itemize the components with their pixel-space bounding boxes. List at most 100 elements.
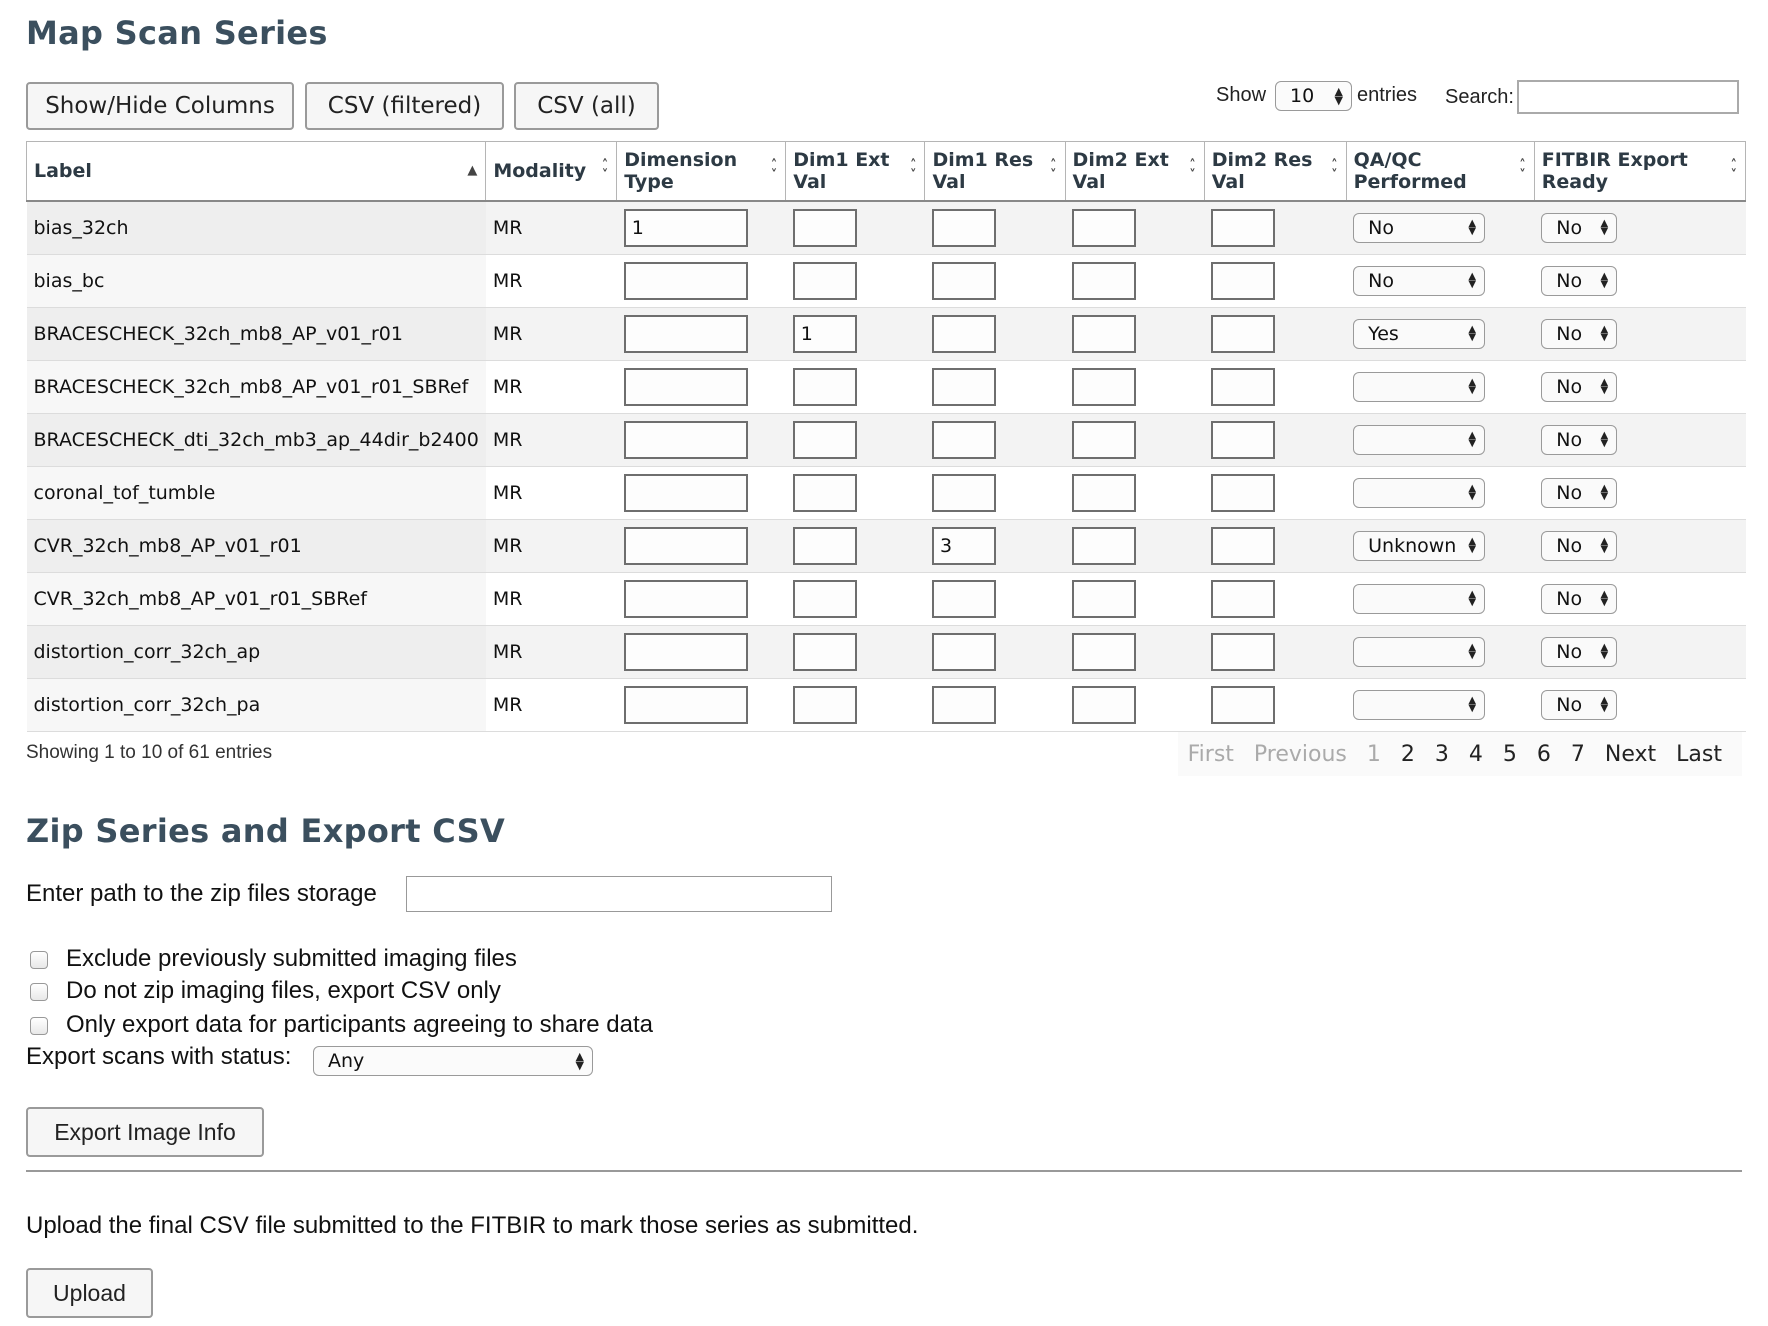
dim2-res-input[interactable]: [1211, 474, 1276, 512]
fitbir-ready-select[interactable]: No ▲ ▼: [1541, 213, 1618, 243]
qaqc-select[interactable]: ▲ ▼: [1353, 478, 1486, 508]
dim1-ext-input[interactable]: [792, 209, 857, 247]
pagination-page-4[interactable]: 4: [1468, 741, 1483, 767]
csv-filtered-button[interactable]: CSV (filtered): [305, 82, 504, 130]
dim2-ext-input[interactable]: [1072, 315, 1137, 353]
dim2-res-input[interactable]: [1211, 209, 1276, 247]
dim2-res-input[interactable]: [1211, 368, 1276, 406]
dim1-ext-input[interactable]: [792, 474, 857, 512]
dim1-res-input[interactable]: [931, 421, 996, 459]
fitbir-ready-select[interactable]: No ▲ ▼: [1541, 266, 1618, 296]
col-header-qaqc-performed[interactable]: QA/QC Performed ˄ ˅: [1345, 141, 1535, 202]
fitbir-ready-select[interactable]: No ▲ ▼: [1541, 319, 1618, 349]
dim1-res-input[interactable]: [931, 315, 996, 353]
dim2-ext-input[interactable]: [1072, 421, 1137, 459]
col-header-label[interactable]: Label ▲: [25, 141, 487, 202]
dim1-ext-input[interactable]: [792, 368, 857, 406]
fitbir-ready-select[interactable]: No ▲ ▼: [1541, 372, 1618, 402]
dim2-ext-input[interactable]: [1072, 368, 1137, 406]
dim1-res-input[interactable]: [931, 209, 996, 247]
fitbir-ready-select[interactable]: No ▲ ▼: [1541, 531, 1618, 561]
zip-path-input[interactable]: [406, 876, 832, 912]
export-image-info-button[interactable]: Export Image Info: [26, 1107, 264, 1157]
dimension-type-input[interactable]: [623, 580, 748, 618]
pagination-last[interactable]: Last: [1676, 741, 1722, 767]
pagination-page-7[interactable]: 7: [1570, 741, 1585, 767]
qaqc-select[interactable]: ▲ ▼: [1353, 584, 1486, 614]
dim2-res-input[interactable]: [1211, 633, 1276, 671]
dim1-ext-input[interactable]: 1: [792, 315, 857, 353]
dim2-res-input[interactable]: [1211, 686, 1276, 724]
pagination-page-6[interactable]: 6: [1536, 741, 1551, 767]
share-data-only-checkbox[interactable]: [30, 1017, 48, 1035]
dim2-res-input[interactable]: [1211, 315, 1276, 353]
dimension-type-input[interactable]: [623, 315, 748, 353]
dim1-ext-input[interactable]: [792, 421, 857, 459]
qaqc-select[interactable]: Yes ▲ ▼: [1353, 319, 1486, 349]
qaqc-select[interactable]: ▲ ▼: [1353, 690, 1486, 720]
csv-all-button[interactable]: CSV (all): [514, 82, 659, 130]
dim1-ext-input[interactable]: [792, 686, 857, 724]
pagination-page-5[interactable]: 5: [1502, 741, 1517, 767]
dim1-res-input[interactable]: [931, 686, 996, 724]
pagination-page-2[interactable]: 2: [1400, 741, 1415, 767]
dim1-res-input[interactable]: 3: [931, 527, 996, 565]
dim2-res-input[interactable]: [1211, 580, 1276, 618]
exclude-submitted-checkbox[interactable]: [30, 951, 48, 969]
col-header-dim2-res-val[interactable]: Dim2 Res Val ˄ ˅: [1203, 141, 1347, 202]
fitbir-ready-select[interactable]: No ▲ ▼: [1541, 637, 1618, 667]
dim2-res-input[interactable]: [1211, 262, 1276, 300]
fitbir-ready-select[interactable]: No ▲ ▼: [1541, 584, 1618, 614]
dim2-ext-input[interactable]: [1072, 262, 1137, 300]
dim1-res-input[interactable]: [931, 580, 996, 618]
dimension-type-input[interactable]: [623, 262, 748, 300]
dim1-ext-input[interactable]: [792, 527, 857, 565]
qaqc-select[interactable]: Unknown ▲ ▼: [1353, 531, 1486, 561]
dimension-type-input[interactable]: 1: [623, 209, 748, 247]
col-header-dim2-ext-val[interactable]: Dim2 Ext Val ˄ ˅: [1064, 141, 1205, 202]
qaqc-select[interactable]: No ▲ ▼: [1353, 266, 1486, 296]
dim1-ext-input[interactable]: [792, 633, 857, 671]
dimension-type-input[interactable]: [623, 527, 748, 565]
col-header-modality[interactable]: Modality ˄ ˅: [485, 141, 618, 202]
dim2-ext-input[interactable]: [1072, 633, 1137, 671]
dim1-ext-input[interactable]: [792, 262, 857, 300]
dim2-ext-input[interactable]: [1072, 527, 1137, 565]
pagination-page-1[interactable]: 1: [1366, 741, 1381, 767]
dimension-type-input[interactable]: [623, 633, 748, 671]
show-hide-columns-button[interactable]: Show/Hide Columns: [26, 82, 294, 130]
dim1-res-input[interactable]: [931, 633, 996, 671]
pagination-next[interactable]: Next: [1604, 741, 1657, 767]
dim2-ext-input[interactable]: [1072, 686, 1137, 724]
dim1-res-input[interactable]: [931, 368, 996, 406]
dimension-type-input[interactable]: [623, 686, 748, 724]
dim2-res-input[interactable]: [1211, 527, 1276, 565]
dim2-ext-input[interactable]: [1072, 474, 1137, 512]
dim1-res-input[interactable]: [931, 474, 996, 512]
pagination-previous[interactable]: Previous: [1253, 741, 1347, 767]
qaqc-select[interactable]: ▲ ▼: [1353, 372, 1486, 402]
entries-select[interactable]: 10 ▲ ▼: [1275, 81, 1352, 111]
dimension-type-input[interactable]: [623, 474, 748, 512]
csv-only-checkbox[interactable]: [30, 983, 48, 1001]
dim1-ext-input[interactable]: [792, 580, 857, 618]
dimension-type-input[interactable]: [623, 421, 748, 459]
dim2-ext-input[interactable]: [1072, 209, 1137, 247]
fitbir-ready-select[interactable]: No ▲ ▼: [1541, 425, 1618, 455]
search-input[interactable]: [1517, 80, 1739, 114]
dim1-res-input[interactable]: [931, 262, 996, 300]
col-header-fitbir-export-ready[interactable]: FITBIR Export Ready ˄ ˅: [1533, 141, 1747, 202]
pagination-page-3[interactable]: 3: [1434, 741, 1449, 767]
qaqc-select[interactable]: ▲ ▼: [1353, 637, 1486, 667]
pagination-first[interactable]: First: [1187, 741, 1234, 767]
col-header-dimension-type[interactable]: Dimension Type ˄ ˅: [616, 141, 787, 202]
status-select[interactable]: Any ▲ ▼: [313, 1046, 593, 1076]
qaqc-select[interactable]: No ▲ ▼: [1353, 213, 1486, 243]
upload-button[interactable]: Upload: [26, 1268, 153, 1318]
fitbir-ready-select[interactable]: No ▲ ▼: [1541, 690, 1618, 720]
dim2-res-input[interactable]: [1211, 421, 1276, 459]
col-header-dim1-res-val[interactable]: Dim1 Res Val ˄ ˅: [924, 141, 1066, 202]
qaqc-select[interactable]: ▲ ▼: [1353, 425, 1486, 455]
fitbir-ready-select[interactable]: No ▲ ▼: [1541, 478, 1618, 508]
col-header-dim1-ext-val[interactable]: Dim1 Ext Val ˄ ˅: [785, 141, 926, 202]
